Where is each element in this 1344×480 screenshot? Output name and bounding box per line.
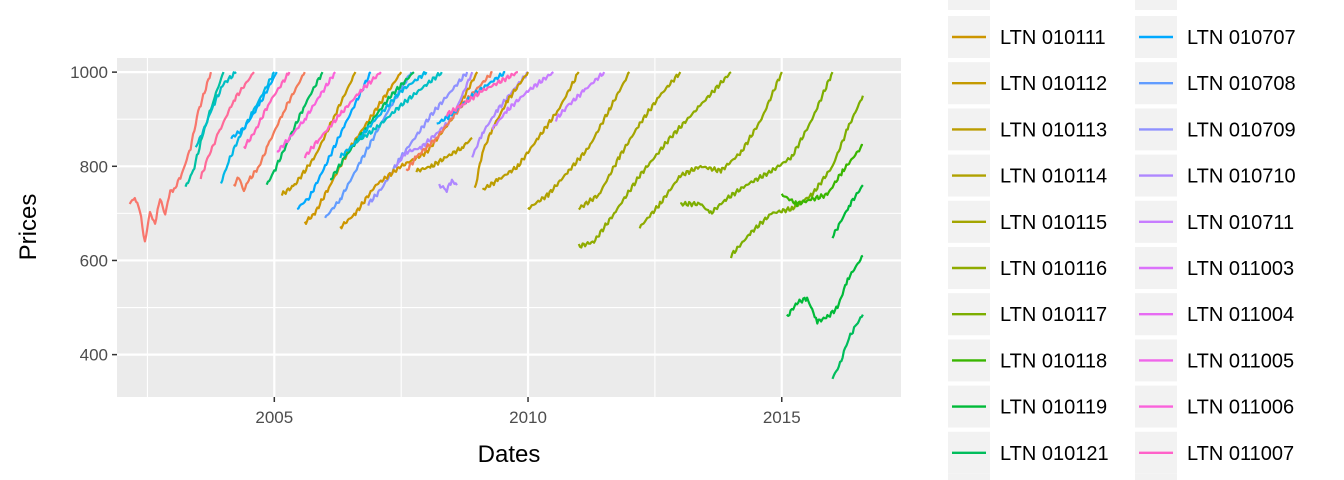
legend-label: LTN 011003 — [1187, 258, 1294, 280]
y-axis-ticks: 400 600 800 1000 — [70, 63, 117, 365]
x-axis-ticks: 2005 2010 2015 — [255, 397, 801, 427]
series-line — [280, 71, 357, 196]
series-line — [219, 71, 276, 184]
series-line — [395, 71, 474, 168]
legend-key-bg — [948, 474, 990, 480]
series-line — [339, 71, 428, 159]
grid-lines — [117, 58, 901, 397]
legend-label: LTN 010710 — [1187, 166, 1296, 188]
legend: LTN 010111 LTN 010112 LTN 010113 LTN 010114… — [948, 0, 1296, 480]
series-line — [638, 71, 783, 229]
series-line — [194, 71, 237, 148]
legend-label: LTN 010117 — [1000, 304, 1107, 326]
series-lines — [128, 71, 864, 380]
y-axis-title: Prices — [15, 194, 42, 261]
series-line — [355, 71, 443, 144]
series-line — [786, 254, 864, 325]
series-line — [831, 184, 864, 239]
series-line — [367, 71, 469, 206]
series-line — [471, 71, 529, 158]
series-line — [324, 71, 413, 219]
x-axis-title: Dates — [478, 441, 541, 468]
y-tick-label: 400 — [80, 346, 108, 365]
plot-panel — [117, 58, 901, 397]
legend-label: LTN 011007 — [1187, 443, 1294, 465]
series-line — [527, 71, 631, 211]
series-line — [679, 71, 834, 215]
legend-label: LTN 011006 — [1187, 397, 1294, 419]
series-line — [329, 71, 415, 181]
legend-label: LTN 010711 — [1187, 212, 1294, 234]
legend-label: LTN 010116 — [1000, 258, 1107, 280]
x-tick-label: 2010 — [509, 408, 547, 427]
series-line — [230, 71, 278, 140]
legend-label: LTN 010709 — [1187, 119, 1296, 141]
series-line — [303, 71, 382, 159]
series-line — [405, 71, 493, 172]
series-line — [780, 143, 864, 208]
series-line — [438, 178, 458, 193]
series-line — [577, 71, 732, 249]
legend-label: LTN 010708 — [1187, 73, 1296, 95]
series-line — [554, 71, 606, 122]
legend-label: LTN 010119 — [1000, 397, 1107, 419]
legend-label: LTN 011004 — [1187, 304, 1294, 326]
series-line — [276, 71, 337, 153]
series-line — [296, 71, 372, 211]
legend-label: LTN 010114 — [1000, 166, 1107, 188]
legend-label: LTN 010118 — [1000, 350, 1107, 372]
series-line — [232, 71, 306, 193]
series-line — [491, 71, 554, 131]
series-line — [265, 71, 324, 186]
series-line — [199, 71, 255, 180]
legend-key-bg — [1135, 0, 1177, 10]
series-line — [577, 71, 682, 211]
y-tick-label: 600 — [80, 251, 108, 270]
legend-key-bg — [1135, 474, 1177, 480]
legend-label: LTN 010115 — [1000, 212, 1107, 234]
series-line — [482, 71, 580, 191]
series-line — [128, 71, 212, 243]
series-line — [445, 71, 518, 117]
x-tick-label: 2015 — [763, 408, 801, 427]
y-tick-label: 1000 — [70, 63, 108, 82]
series-line — [473, 71, 530, 189]
x-tick-label: 2005 — [255, 408, 293, 427]
legend-label: LTN 010111 — [1000, 27, 1106, 49]
legend-label: LTN 010707 — [1187, 27, 1296, 49]
legend-label: LTN 010112 — [1000, 73, 1107, 95]
legend-key-bg — [948, 0, 990, 10]
legend-label: LTN 010121 — [1000, 443, 1109, 465]
series-line — [831, 314, 864, 380]
legend-label: LTN 010113 — [1000, 119, 1107, 141]
y-tick-label: 800 — [80, 157, 108, 176]
series-line — [415, 137, 473, 173]
legend-label: LTN 011005 — [1187, 350, 1294, 372]
series-line — [243, 71, 291, 150]
